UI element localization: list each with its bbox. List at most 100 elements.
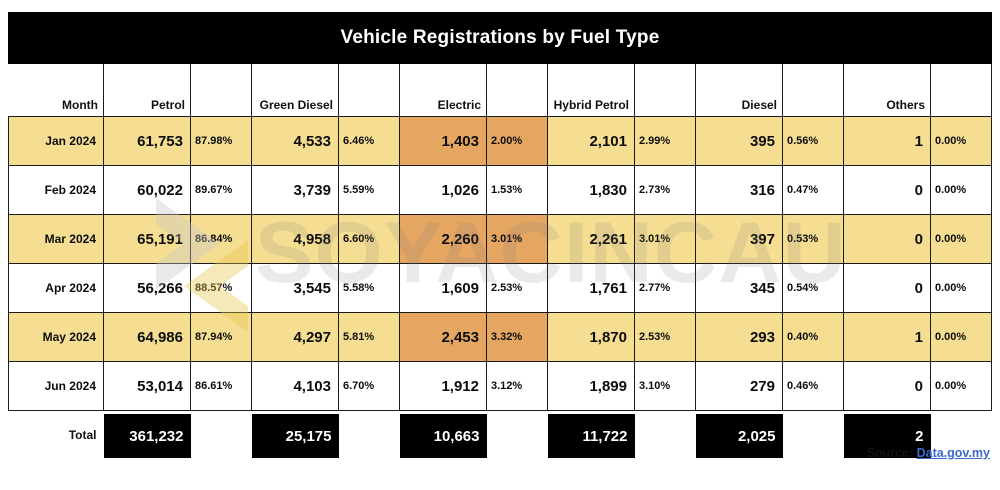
column-header-pct-spacer <box>190 64 252 117</box>
total-value-cell: 361,232 <box>103 410 191 475</box>
total-pct-spacer <box>782 410 844 475</box>
month-cell: Jun 2024 <box>8 361 104 411</box>
total-pct-spacer <box>190 410 252 475</box>
value-cell: 1,870 <box>547 312 635 362</box>
column-header-electric: Electric <box>399 64 487 117</box>
pct-cell: 5.59% <box>338 165 400 215</box>
total-value-box: 10,663 <box>399 414 487 458</box>
total-value-cell: 25,175 <box>251 410 339 475</box>
pct-cell: 6.70% <box>338 361 400 411</box>
source-label: Source: <box>866 446 914 460</box>
value-cell: 1,609 <box>399 263 487 313</box>
column-header-pct-spacer <box>634 64 696 117</box>
header-row: Month Petrol Green Diesel Electric Hybrid Pe… <box>8 64 992 117</box>
source-link[interactable]: Data.gov.my <box>916 446 990 460</box>
column-header-others: Others <box>843 64 931 117</box>
value-cell: 1,026 <box>399 165 487 215</box>
value-cell: 1,912 <box>399 361 487 411</box>
column-header-pct-spacer <box>486 64 548 117</box>
pct-cell: 1.53% <box>486 165 548 215</box>
column-header-pct-spacer <box>338 64 400 117</box>
pct-cell: 3.32% <box>486 312 548 362</box>
value-cell: 2,261 <box>547 214 635 264</box>
pct-cell: 88.57% <box>190 263 252 313</box>
column-header-pct-spacer <box>782 64 844 117</box>
registrations-table: Month Petrol Green Diesel Electric Hybrid Pe… <box>8 64 992 475</box>
value-cell: 0 <box>843 214 931 264</box>
value-cell: 1,830 <box>547 165 635 215</box>
pct-cell: 0.00% <box>930 263 992 313</box>
value-cell: 1,403 <box>399 116 487 166</box>
total-value-box: 25,175 <box>251 414 339 458</box>
table-row: Feb 2024 60,022 89.67% 3,739 5.59% 1,026 1.53%… <box>8 165 992 215</box>
total-pct-spacer <box>634 410 696 475</box>
pct-cell: 2.77% <box>634 263 696 313</box>
table-row: Jan 2024 61,753 87.98% 4,533 6.46% 1,403 2.00%… <box>8 116 992 166</box>
value-cell: 64,986 <box>103 312 191 362</box>
pct-cell: 0.00% <box>930 312 992 362</box>
value-cell: 4,297 <box>251 312 339 362</box>
value-cell: 316 <box>695 165 783 215</box>
value-cell: 53,014 <box>103 361 191 411</box>
pct-cell: 5.58% <box>338 263 400 313</box>
value-cell: 1,761 <box>547 263 635 313</box>
pct-cell: 2.73% <box>634 165 696 215</box>
month-cell: Apr 2024 <box>8 263 104 313</box>
table-row: Jun 2024 53,014 86.61% 4,103 6.70% 1,912 3.12%… <box>8 361 992 411</box>
column-header-petrol: Petrol <box>103 64 191 117</box>
value-cell: 395 <box>695 116 783 166</box>
value-cell: 293 <box>695 312 783 362</box>
month-cell: Feb 2024 <box>8 165 104 215</box>
value-cell: 1 <box>843 312 931 362</box>
column-header-hybrid-petrol: Hybrid Petrol <box>547 64 635 117</box>
month-cell: Jan 2024 <box>8 116 104 166</box>
pct-cell: 3.10% <box>634 361 696 411</box>
pct-cell: 2.53% <box>486 263 548 313</box>
pct-cell: 0.46% <box>782 361 844 411</box>
value-cell: 2,101 <box>547 116 635 166</box>
total-value-box: 2 <box>843 414 931 458</box>
value-cell: 4,958 <box>251 214 339 264</box>
pct-cell: 5.81% <box>338 312 400 362</box>
table-row: May 2024 64,986 87.94% 4,297 5.81% 2,453 3.32%… <box>8 312 992 362</box>
month-cell: May 2024 <box>8 312 104 362</box>
pct-cell: 87.94% <box>190 312 252 362</box>
pct-cell: 86.84% <box>190 214 252 264</box>
column-header-diesel: Diesel <box>695 64 783 117</box>
column-header-pct-spacer <box>930 64 992 117</box>
total-pct-spacer <box>930 410 992 475</box>
total-value-box: 2,025 <box>695 414 783 458</box>
value-cell: 4,103 <box>251 361 339 411</box>
column-header-green-diesel: Green Diesel <box>251 64 339 117</box>
value-cell: 2,260 <box>399 214 487 264</box>
pct-cell: 0.56% <box>782 116 844 166</box>
table-row: Mar 2024 65,191 86.84% 4,958 6.60% 2,260 3.01%… <box>8 214 992 264</box>
value-cell: 1,899 <box>547 361 635 411</box>
month-cell: Mar 2024 <box>8 214 104 264</box>
pct-cell: 2.00% <box>486 116 548 166</box>
value-cell: 4,533 <box>251 116 339 166</box>
total-row: Total 361,232 25,175 10,663 11,722 2,025 2 <box>8 410 992 475</box>
pct-cell: 86.61% <box>190 361 252 411</box>
value-cell: 0 <box>843 361 931 411</box>
value-cell: 2,453 <box>399 312 487 362</box>
pct-cell: 0.00% <box>930 361 992 411</box>
pct-cell: 6.46% <box>338 116 400 166</box>
value-cell: 60,022 <box>103 165 191 215</box>
page-title: Vehicle Registrations by Fuel Type <box>340 27 660 48</box>
pct-cell: 2.99% <box>634 116 696 166</box>
pct-cell: 3.01% <box>634 214 696 264</box>
pct-cell: 2.53% <box>634 312 696 362</box>
pct-cell: 3.01% <box>486 214 548 264</box>
value-cell: 56,266 <box>103 263 191 313</box>
value-cell: 1 <box>843 116 931 166</box>
total-value-cell: 2 <box>843 410 931 475</box>
table-body: Jan 2024 61,753 87.98% 4,533 6.46% 1,403 2.00%… <box>8 116 992 411</box>
pct-cell: 0.00% <box>930 116 992 166</box>
title-banner: Vehicle Registrations by Fuel Type <box>8 12 992 64</box>
pct-cell: 87.98% <box>190 116 252 166</box>
pct-cell: 89.67% <box>190 165 252 215</box>
total-value-cell: 10,663 <box>399 410 487 475</box>
total-label: Total <box>8 410 104 475</box>
